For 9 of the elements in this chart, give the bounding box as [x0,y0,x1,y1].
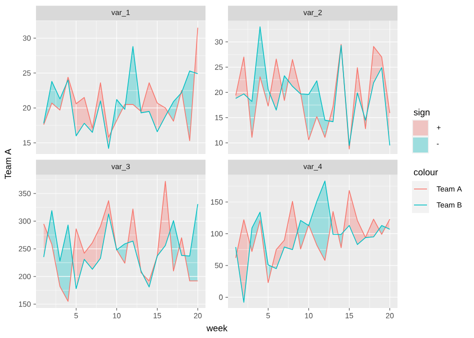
x-axis-title: week [206,324,228,332]
line-series [235,44,390,150]
text: sign [414,108,430,118]
legend-title: colour [414,168,438,176]
line-series [43,204,198,290]
line-series [235,190,390,284]
line-series [235,26,390,146]
y-axis-title: Team A [4,148,12,180]
line-series [43,27,198,142]
